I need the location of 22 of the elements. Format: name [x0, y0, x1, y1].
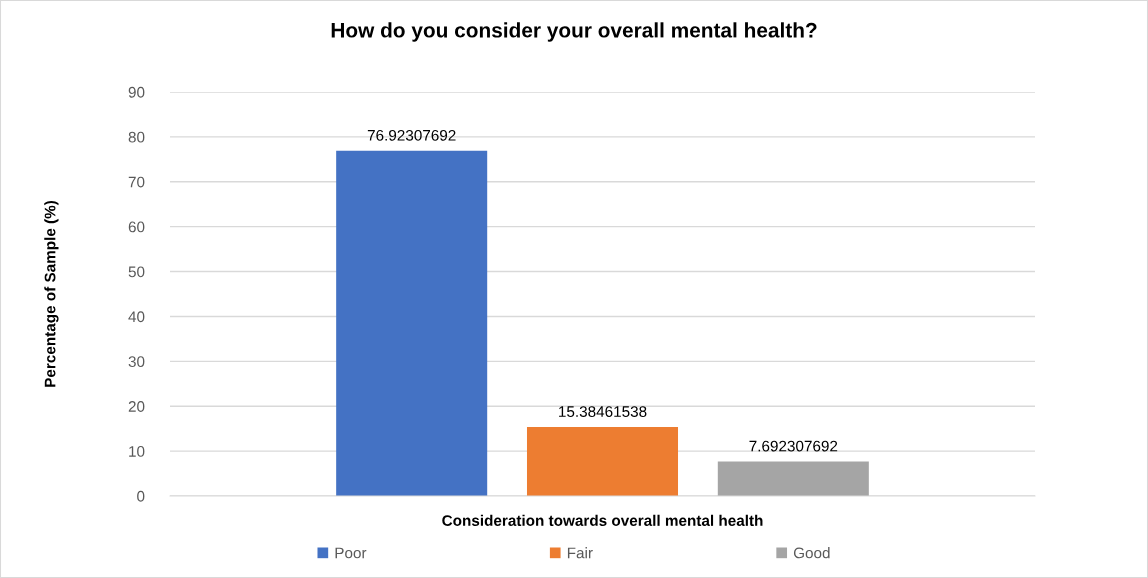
y-tick-label: 60 [128, 221, 145, 233]
legend-label: Good [793, 547, 830, 559]
bar [336, 150, 488, 496]
y-tick-label: 90 [128, 86, 145, 98]
x-axis-title: Consideration towards overall mental health [442, 514, 763, 526]
chart-title: How do you consider your overall mental health? [331, 22, 817, 42]
bar [526, 426, 679, 496]
y-tick-label: 30 [128, 356, 145, 368]
y-tick-label: 10 [129, 445, 145, 457]
y-tick-label: 20 [128, 401, 145, 412]
legend-label: Fair [567, 547, 593, 559]
y-tick-label: 40 [128, 311, 145, 323]
y-axis-title: Percentage of Sample (%) [44, 200, 59, 387]
y-tick-label: 0 [137, 490, 145, 502]
data-label: 7.692307692 [749, 440, 838, 452]
data-label: 15.38461538 [559, 406, 647, 417]
y-tick-label: 50 [128, 266, 145, 278]
data-label: 76.92307692 [367, 129, 456, 141]
legend-label: Poor [335, 547, 367, 559]
y-tick-label: 70 [128, 176, 145, 188]
bar [717, 461, 869, 496]
y-tick-label: 80 [128, 131, 145, 143]
